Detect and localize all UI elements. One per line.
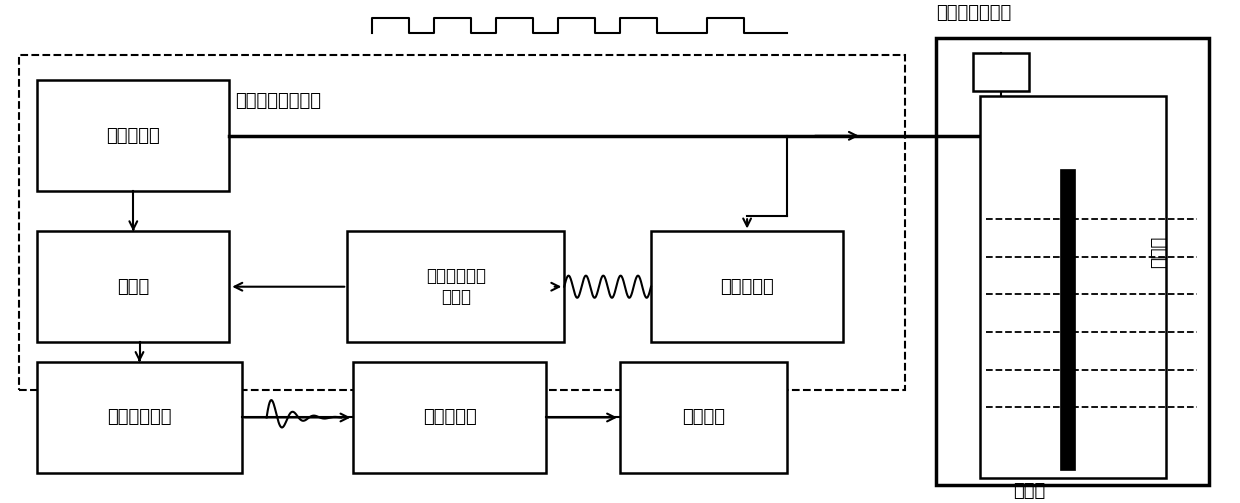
Bar [37, 80, 229, 191]
Bar [973, 53, 1029, 91]
Text: 混频器: 混频器 [117, 278, 150, 296]
Text: 等效时间采样电路: 等效时间采样电路 [236, 92, 321, 110]
Text: 储液罐: 储液罐 [1013, 482, 1045, 500]
Text: 脉冲发射器: 脉冲发射器 [107, 127, 160, 145]
Text: 脉冲延迟序列
产生器: 脉冲延迟序列 产生器 [425, 267, 486, 306]
Bar [936, 38, 1209, 485]
Bar [651, 231, 843, 342]
Bar [353, 362, 546, 473]
Bar [980, 96, 1166, 478]
Text: 导波杆: 导波杆 [1151, 235, 1168, 268]
Text: 液晶显示: 液晶显示 [682, 408, 725, 427]
Text: 单片机系统: 单片机系统 [423, 408, 476, 427]
Bar [37, 231, 229, 342]
Bar [1060, 169, 1075, 470]
Bar [37, 362, 242, 473]
Bar [620, 362, 787, 473]
Text: 脉冲接收器: 脉冲接收器 [720, 278, 774, 296]
Text: 导波雷达物位计: 导波雷达物位计 [936, 4, 1012, 22]
Bar [347, 231, 564, 342]
Text: 信号调理电路: 信号调理电路 [107, 408, 172, 427]
Bar [19, 55, 905, 390]
